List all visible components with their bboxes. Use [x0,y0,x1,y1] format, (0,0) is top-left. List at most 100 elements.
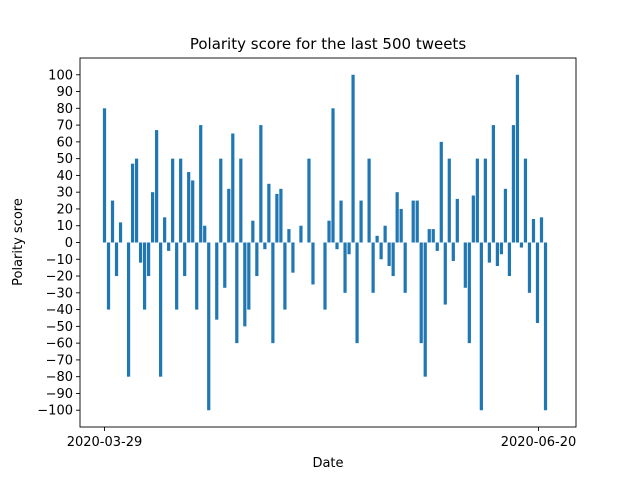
bar [391,242,395,277]
bar [251,220,255,243]
bar [259,125,263,243]
bar [227,188,231,243]
bar [102,108,107,243]
bar [411,200,415,243]
bar [287,229,291,243]
bar [355,242,359,344]
y-tick-label: −30 [46,286,73,301]
bar [331,108,335,243]
bar [207,242,211,411]
bar [495,242,499,266]
bar [151,192,155,243]
bar [539,217,544,243]
bar [163,217,167,243]
y-tick-label: 50 [56,152,73,167]
bar [239,158,243,243]
bars-group [102,74,548,411]
y-tick-label: 100 [48,68,73,83]
bar [267,183,271,243]
bar [499,242,504,255]
bar [291,242,295,273]
bar [515,74,520,243]
bar [327,220,331,243]
bar [126,242,131,377]
bar [455,198,459,243]
y-tick-label: −60 [46,337,73,352]
bar [110,200,115,243]
bar [195,242,199,310]
bar [531,219,536,243]
bar [487,242,491,263]
bar [395,192,399,243]
bar [159,242,163,377]
y-tick-label: −80 [46,370,73,385]
bar [263,242,267,250]
y-axis-label: Polarity score [11,198,26,286]
y-tick-label: 70 [56,119,73,134]
bar [451,242,455,261]
bar [219,158,223,243]
bar [187,172,191,243]
bar [375,235,379,243]
bar [215,242,219,320]
y-tick-label: 20 [56,202,73,217]
y-tick-label: 90 [56,85,73,100]
bar [427,229,431,243]
bar [175,242,179,310]
bar [255,242,259,277]
bar [231,133,235,243]
bar [183,242,187,277]
bar [235,242,239,344]
bar [223,242,227,288]
y-tick-label: −10 [46,253,73,268]
bar [271,242,275,344]
bar [351,74,355,243]
bar [419,242,423,344]
bar [179,158,183,243]
bar [403,242,407,293]
bar [519,242,524,248]
bar [347,242,351,255]
y-tick-label: 10 [56,219,73,234]
bar [463,242,467,288]
y-tick-label: 40 [56,169,73,184]
bar [307,158,311,243]
bar [155,130,159,243]
bar [435,242,439,251]
bar [283,242,287,310]
y-tick-label: −20 [46,270,73,285]
bar [503,188,508,243]
bar [134,158,139,243]
bar [399,208,403,243]
y-tick-label: −70 [46,353,73,368]
bar [147,242,151,277]
bar [247,242,251,310]
y-tick-label: 30 [56,186,73,201]
bar [479,242,483,411]
bar [243,242,247,327]
bar [415,200,419,243]
bar [343,242,347,293]
bar [527,242,532,293]
bar [439,141,443,243]
x-tick-label: 2020-06-20 [501,435,577,450]
y-axis: −100−90−80−70−60−50−40−30−20−10010203040… [37,68,80,419]
bar [167,242,171,251]
bar [367,158,371,243]
bar [138,242,143,263]
bar [279,188,283,243]
bar [118,222,123,243]
chart-title: Polarity score for the last 500 tweets [190,35,466,53]
bar [543,242,548,411]
bar [423,242,427,377]
bar [114,242,119,277]
bar [467,242,471,344]
bar [191,180,195,243]
bar [379,242,383,260]
bar [335,242,339,250]
bar [106,242,111,310]
bar [371,242,375,293]
bar [431,229,435,243]
y-tick-label: 80 [56,102,73,117]
